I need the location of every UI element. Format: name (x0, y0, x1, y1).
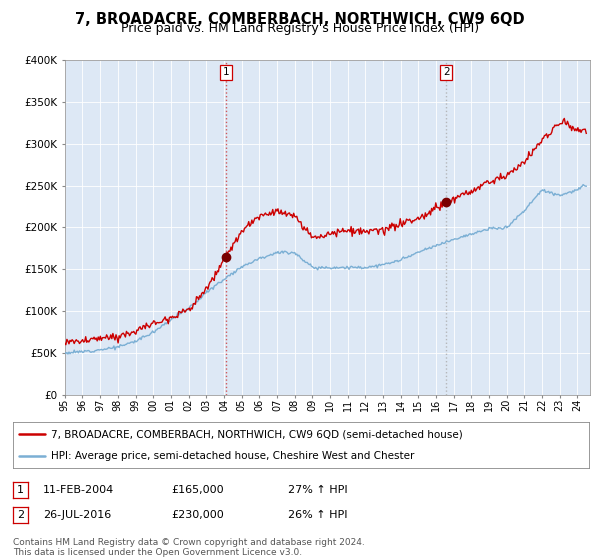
Text: 26% ↑ HPI: 26% ↑ HPI (288, 510, 347, 520)
Text: 11-FEB-2004: 11-FEB-2004 (43, 485, 115, 495)
Text: 2: 2 (443, 67, 449, 77)
Text: 7, BROADACRE, COMBERBACH, NORTHWICH, CW9 6QD (semi-detached house): 7, BROADACRE, COMBERBACH, NORTHWICH, CW9… (50, 430, 463, 440)
Text: 26-JUL-2016: 26-JUL-2016 (43, 510, 112, 520)
Text: £230,000: £230,000 (171, 510, 224, 520)
Text: 7, BROADACRE, COMBERBACH, NORTHWICH, CW9 6QD: 7, BROADACRE, COMBERBACH, NORTHWICH, CW9… (75, 12, 525, 27)
Text: Contains HM Land Registry data © Crown copyright and database right 2024.
This d: Contains HM Land Registry data © Crown c… (13, 538, 365, 557)
Text: Price paid vs. HM Land Registry's House Price Index (HPI): Price paid vs. HM Land Registry's House … (121, 22, 479, 35)
Text: 1: 1 (223, 67, 229, 77)
Text: 27% ↑ HPI: 27% ↑ HPI (288, 485, 347, 495)
Text: 1: 1 (17, 485, 24, 495)
Text: £165,000: £165,000 (171, 485, 224, 495)
Text: 2: 2 (17, 510, 24, 520)
Text: HPI: Average price, semi-detached house, Cheshire West and Chester: HPI: Average price, semi-detached house,… (50, 451, 414, 460)
